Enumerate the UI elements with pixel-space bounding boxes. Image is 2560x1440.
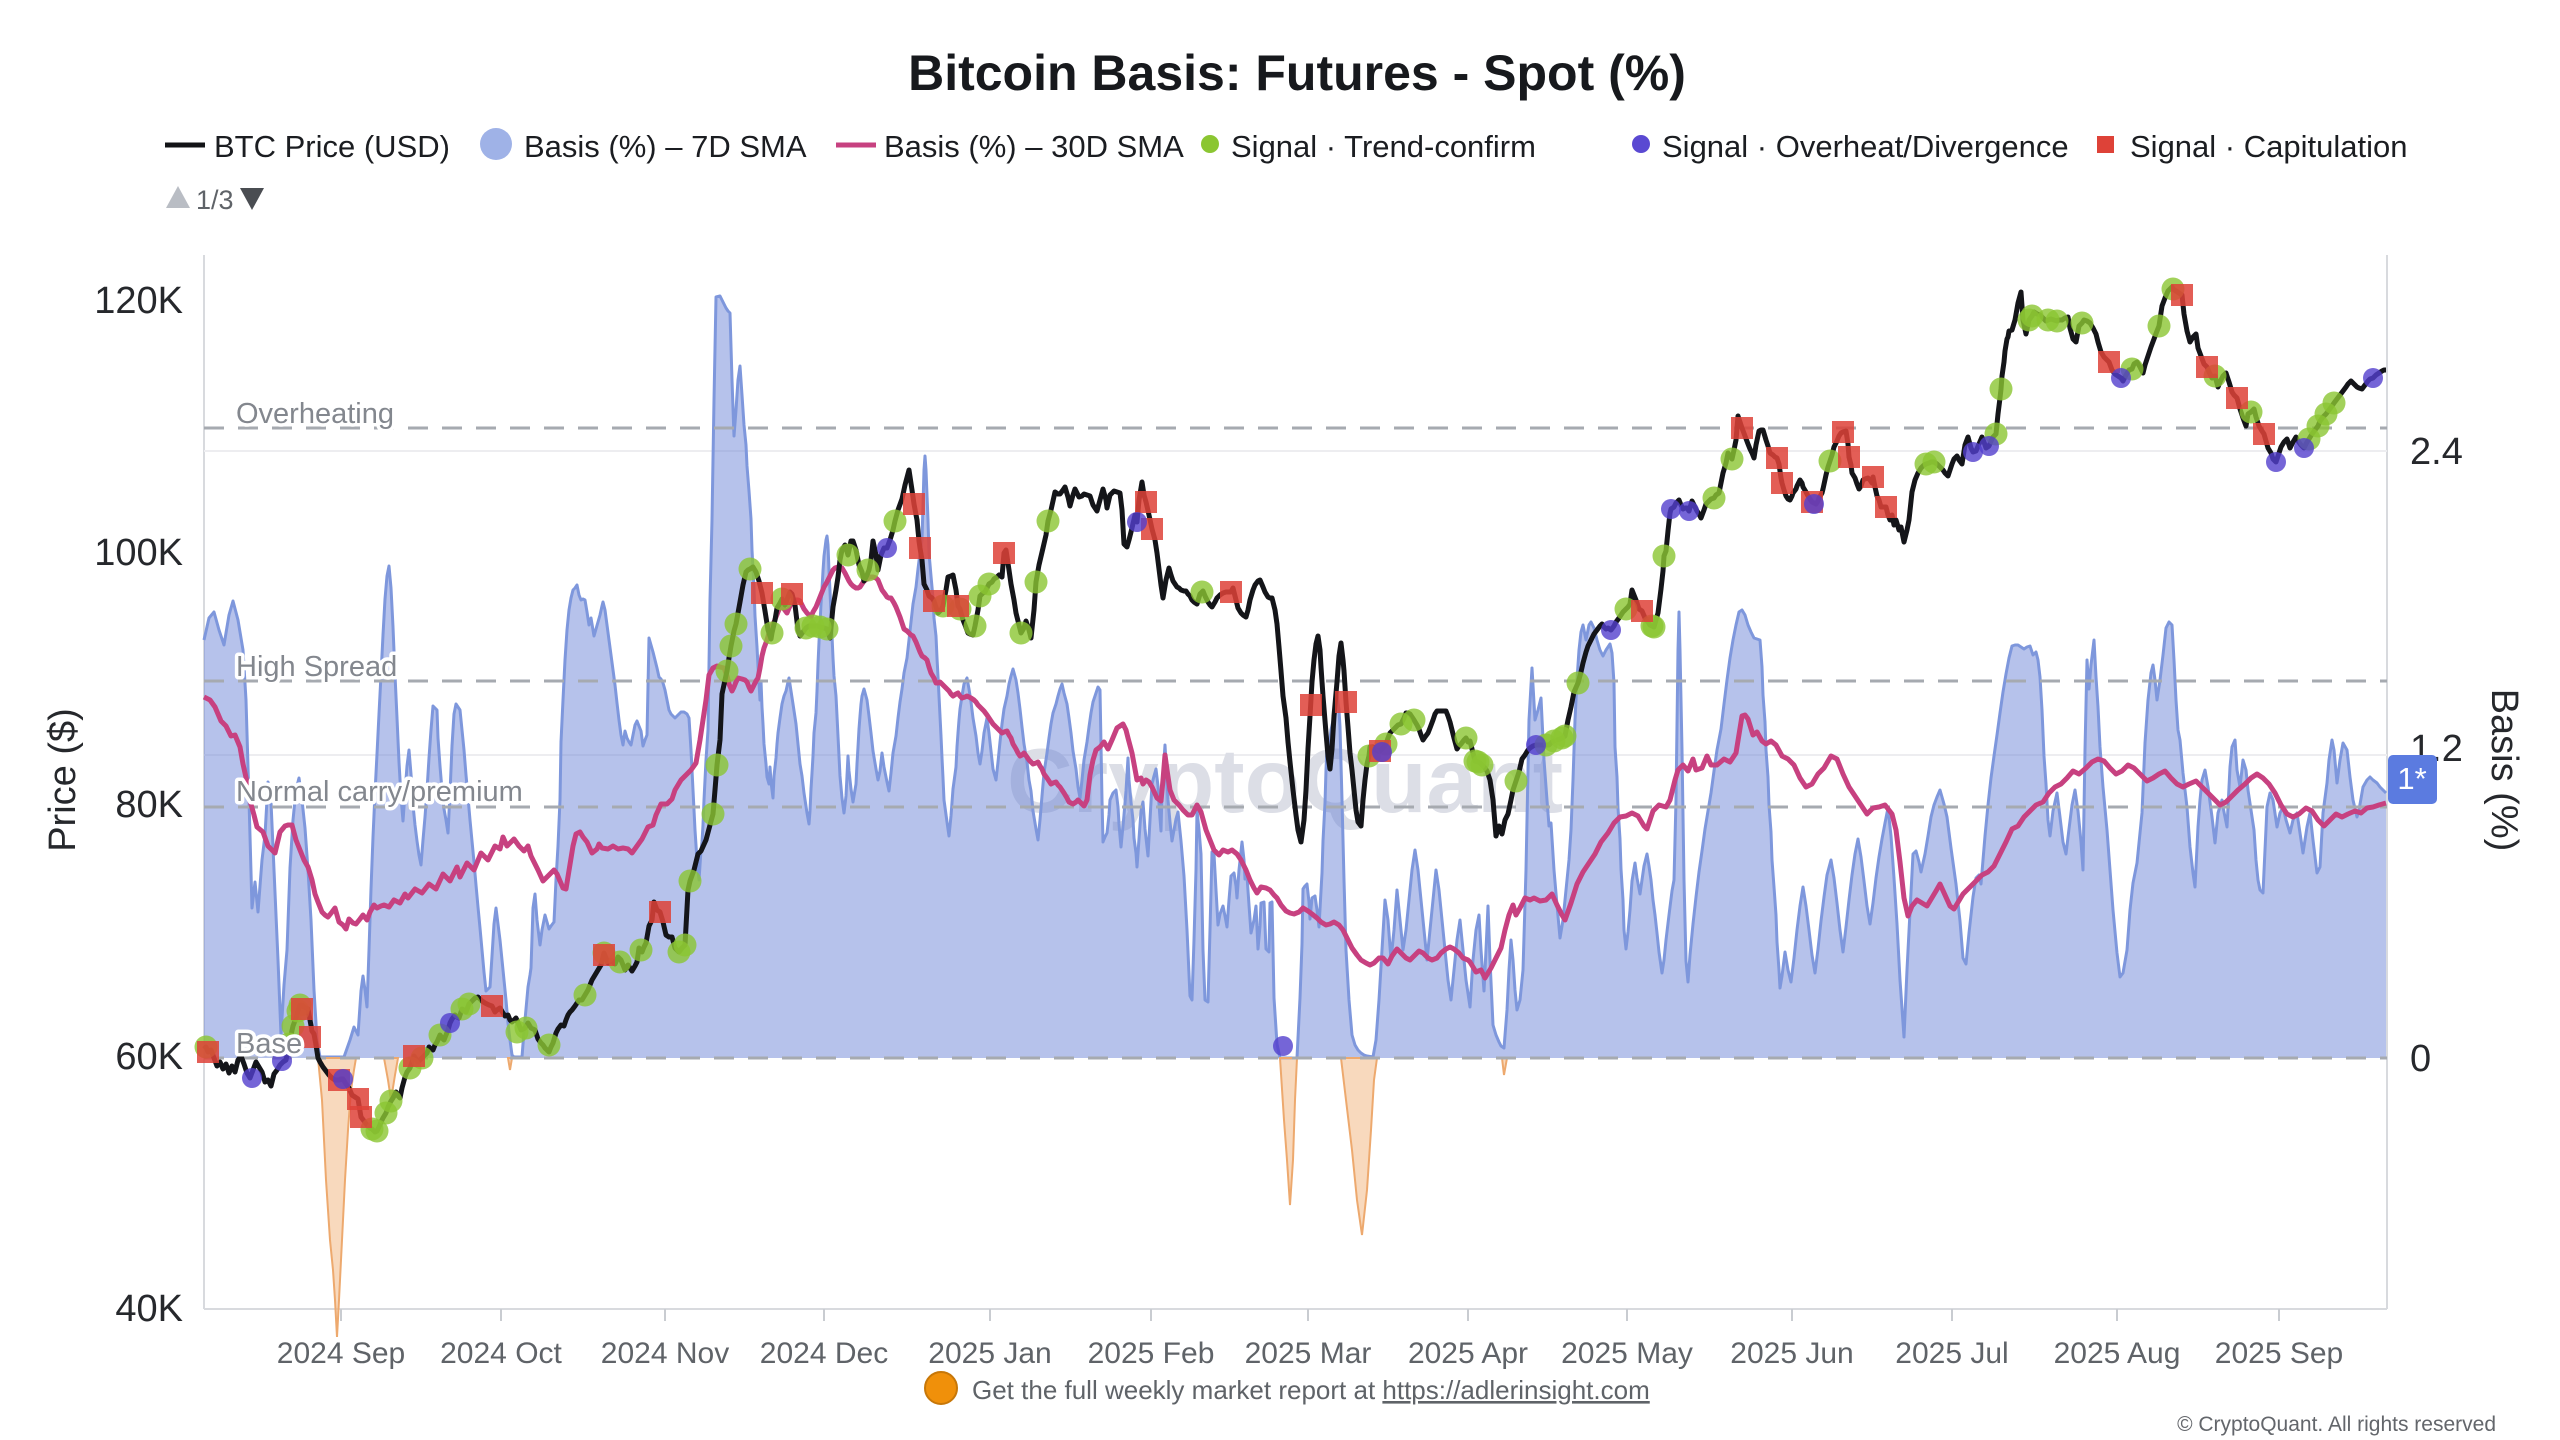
svg-text:2025 May: 2025 May — [1561, 1337, 1693, 1370]
svg-text:Normal carry/premium: Normal carry/premium — [236, 776, 523, 808]
svg-text:80K: 80K — [115, 784, 183, 826]
svg-text:120K: 120K — [94, 280, 183, 322]
svg-text:2024 Sep: 2024 Sep — [277, 1337, 405, 1370]
svg-text:2025 Mar: 2025 Mar — [1245, 1337, 1372, 1370]
svg-text:2.4: 2.4 — [2410, 431, 2463, 473]
svg-text:40K: 40K — [115, 1288, 183, 1330]
svg-text:Basis (%) – 30D SMA: Basis (%) – 30D SMA — [884, 129, 1184, 164]
svg-text:BTC Price (USD): BTC Price (USD) — [214, 129, 450, 164]
svg-text:2025 Jun: 2025 Jun — [1730, 1337, 1853, 1370]
svg-text:1/3: 1/3 — [196, 185, 234, 215]
svg-text:Overheating: Overheating — [236, 398, 394, 430]
svg-text:Bitcoin Basis: Futures - Spot: Bitcoin Basis: Futures - Spot (%) — [908, 45, 1686, 101]
svg-text:60K: 60K — [115, 1036, 183, 1078]
svg-text:Signal · Overheat/Divergence: Signal · Overheat/Divergence — [1662, 129, 2069, 164]
svg-text:Signal · Capitulation: Signal · Capitulation — [2130, 129, 2407, 164]
svg-text:Basis (%): Basis (%) — [2483, 689, 2525, 852]
svg-text:2025 Aug: 2025 Aug — [2054, 1337, 2181, 1370]
svg-text:High Spread: High Spread — [236, 651, 397, 683]
svg-text:100K: 100K — [94, 532, 183, 574]
svg-text:Signal · Trend-confirm: Signal · Trend-confirm — [1231, 129, 1536, 164]
svg-text:2025 Feb: 2025 Feb — [1088, 1337, 1215, 1370]
svg-text:2025 Sep: 2025 Sep — [2215, 1337, 2343, 1370]
svg-text:Basis (%) – 7D SMA: Basis (%) – 7D SMA — [524, 129, 807, 164]
svg-text:0: 0 — [2410, 1038, 2431, 1080]
svg-text:2024 Oct: 2024 Oct — [440, 1337, 562, 1370]
svg-text:Base: Base — [236, 1028, 302, 1060]
svg-text:2025 Apr: 2025 Apr — [1408, 1337, 1528, 1370]
svg-text:Price ($): Price ($) — [42, 708, 84, 852]
svg-text:1*: 1* — [2397, 761, 2426, 796]
svg-text:Get the full weekly market rep: Get the full weekly market report at htt… — [972, 1375, 1650, 1405]
svg-text:2025 Jul: 2025 Jul — [1895, 1337, 2008, 1370]
svg-text:2024 Nov: 2024 Nov — [601, 1337, 729, 1370]
svg-text:2025 Jan: 2025 Jan — [928, 1337, 1051, 1370]
svg-text:2024 Dec: 2024 Dec — [760, 1337, 888, 1370]
svg-text:© CryptoQuant. All rights rese: © CryptoQuant. All rights reserved — [2177, 1413, 2496, 1436]
